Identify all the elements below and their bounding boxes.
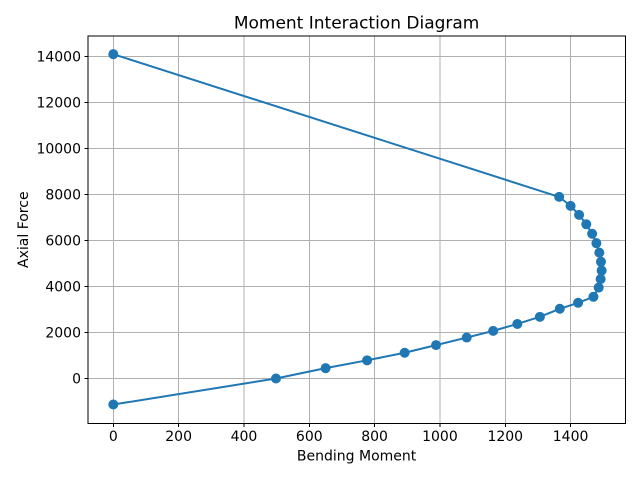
y-tick-label: 4000 [45, 280, 81, 296]
data-point-marker [565, 200, 576, 211]
data-point-marker [554, 303, 565, 314]
data-point-marker [554, 191, 565, 202]
data-point-marker [591, 238, 602, 249]
x-tick-label: 1400 [553, 429, 589, 445]
x-tick-label: 600 [296, 429, 323, 445]
data-point-marker [431, 340, 442, 351]
axis-ticks [84, 55, 572, 427]
data-point-marker [320, 363, 331, 374]
data-point-marker [270, 373, 281, 384]
data-point-marker [596, 265, 607, 276]
y-tick-label: 8000 [45, 188, 81, 204]
data-point-marker [581, 219, 592, 230]
data-point-marker [488, 325, 499, 336]
data-point-marker [593, 282, 604, 293]
data-point-marker [108, 399, 119, 410]
data-point-marker [594, 247, 605, 258]
y-tick-label: 0 [72, 372, 81, 388]
data-point-marker [595, 274, 606, 285]
axes-spines [87, 35, 626, 424]
y-axis-label: Axial Force [16, 191, 32, 268]
data-point-marker [588, 291, 599, 302]
y-tick-label: 14000 [36, 49, 81, 65]
grid-lines [88, 36, 626, 424]
x-tick-label: 1000 [422, 429, 458, 445]
data-series [108, 49, 607, 410]
data-point-marker [399, 347, 410, 358]
x-tick-label: 1200 [487, 429, 523, 445]
y-tick-label: 6000 [45, 234, 81, 250]
data-point-marker [574, 209, 585, 220]
data-point-marker [573, 297, 584, 308]
x-tick-label: 0 [109, 429, 118, 445]
y-tick-labels: 0 2000 4000 6000 8000 10000 12000 14000 [36, 49, 81, 387]
x-tick-label: 800 [361, 429, 388, 445]
data-point-marker [595, 256, 606, 267]
x-tick-label: 400 [231, 429, 258, 445]
x-axis-label: Bending Moment [297, 449, 417, 465]
axes-frame [87, 35, 626, 424]
chart-title: Moment Interaction Diagram [234, 14, 480, 34]
data-point-marker [108, 49, 119, 60]
data-point-marker [587, 228, 598, 239]
data-point-marker [512, 318, 523, 329]
data-point-marker [534, 311, 545, 322]
y-tick-label: 10000 [36, 142, 81, 158]
data-point-marker [362, 355, 373, 366]
x-tick-labels: 0 200 400 600 800 1000 1200 1400 [109, 429, 589, 445]
data-point-marker [461, 332, 472, 343]
series-line [112, 53, 603, 406]
x-tick-label: 200 [165, 429, 192, 445]
y-tick-label: 12000 [36, 96, 81, 112]
y-tick-label: 2000 [45, 326, 81, 342]
